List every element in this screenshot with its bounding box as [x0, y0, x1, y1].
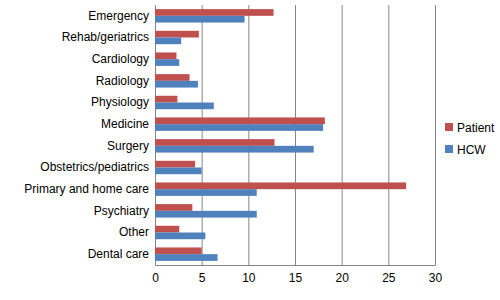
legend-item: Patient	[445, 121, 495, 135]
tick-label: Radiology	[96, 74, 149, 88]
grid-line	[388, 5, 389, 265]
bar	[155, 247, 202, 254]
legend-label: HCW	[457, 143, 486, 157]
grid-line	[202, 5, 203, 265]
tick: Radiology	[96, 74, 149, 88]
bar	[155, 74, 190, 81]
bars	[155, 9, 406, 261]
tick: Dental care	[88, 247, 150, 261]
tick-label: 15	[289, 271, 303, 285]
tick-label: 0	[152, 271, 159, 285]
tick-label: Obstetrics/pediatrics	[40, 160, 149, 174]
grid-line	[248, 5, 249, 265]
tick-label: Other	[119, 225, 149, 239]
series	[155, 16, 323, 261]
tick-label: 10	[242, 271, 256, 285]
legend-swatch	[445, 123, 453, 131]
bar	[155, 211, 257, 218]
grid-line	[295, 5, 296, 265]
tick-label: Rehab/geriatrics	[62, 30, 149, 44]
tick: 20	[335, 5, 349, 285]
tick-label: 30	[429, 271, 443, 285]
legend: Patient HCW	[445, 121, 495, 157]
bar	[155, 31, 199, 38]
bar	[155, 182, 406, 189]
tick-label: Cardiology	[92, 52, 149, 66]
tick-label: 20	[335, 271, 349, 285]
value-axis: 0 5 10 15 20 25 30	[152, 5, 442, 285]
series	[155, 9, 406, 254]
bar	[155, 81, 198, 88]
tick-label: Surgery	[107, 139, 149, 153]
tick-label: Medicine	[101, 117, 149, 131]
tick-label: Primary and home care	[24, 182, 149, 196]
tick: Primary and home care	[24, 182, 149, 196]
category-axis: Emergency Rehab/geriatrics Cardiology Radio…	[24, 6, 155, 266]
bar	[155, 96, 177, 103]
bar	[155, 139, 274, 146]
plot: 0 5 10 15 20 25 30 Emergency Rehab/geriatrics Car…	[24, 5, 442, 285]
bar	[155, 59, 179, 66]
bar	[155, 168, 202, 175]
bar	[155, 161, 195, 168]
bar	[155, 146, 314, 153]
bar	[155, 233, 205, 240]
bar	[155, 16, 245, 23]
axis-line	[156, 265, 436, 266]
tick-label: Psychiatry	[94, 204, 149, 218]
tick: Physiology	[91, 95, 149, 109]
bar	[155, 254, 218, 261]
tick: 30	[429, 5, 443, 285]
grid-line	[435, 5, 436, 265]
bar	[155, 52, 176, 59]
tick-label: 25	[382, 271, 396, 285]
legend-item: HCW	[445, 143, 486, 157]
bar	[155, 204, 192, 211]
bar	[155, 226, 179, 233]
bar	[155, 103, 214, 110]
grid-line	[342, 5, 343, 265]
tick-label: Dental care	[88, 247, 150, 261]
tick: Rehab/geriatrics	[62, 30, 149, 44]
tick-label: Physiology	[91, 95, 149, 109]
tick: Surgery	[107, 139, 149, 153]
tick: 25	[382, 5, 396, 285]
tick: 15	[289, 5, 303, 285]
legend-swatch	[445, 145, 453, 153]
tick: Obstetrics/pediatrics	[40, 160, 149, 174]
tick: Psychiatry	[94, 204, 149, 218]
tick: Medicine	[101, 117, 149, 131]
legend-label: Patient	[457, 121, 495, 135]
chart: 0 5 10 15 20 25 30 Emergency Rehab/geriatrics Car…	[0, 0, 500, 300]
bar	[155, 117, 325, 124]
tick: Cardiology	[92, 52, 149, 66]
tick: Other	[119, 225, 149, 239]
tick: Emergency	[88, 9, 149, 23]
tick-label: Emergency	[88, 9, 149, 23]
bar	[155, 38, 181, 45]
bar	[155, 9, 274, 16]
bar	[155, 124, 323, 131]
tick-label: 5	[199, 271, 206, 285]
bar	[155, 189, 257, 196]
